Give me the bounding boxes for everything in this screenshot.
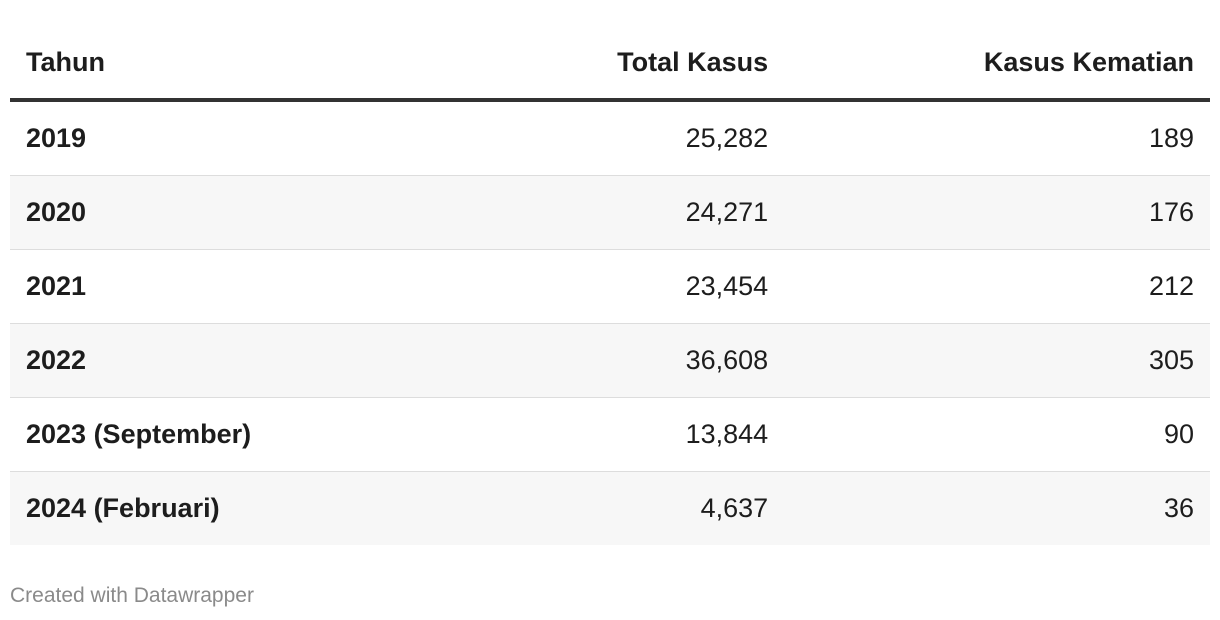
cell-kasus-kematian: 189 [784,100,1210,176]
cell-kasus-kematian: 36 [784,471,1210,545]
table-row: 2020 24,271 176 [10,175,1210,250]
cell-tahun: 2023 (September) [10,397,463,472]
cell-tahun: 2021 [10,249,463,324]
cell-tahun: 2019 [10,100,463,176]
column-header-kasus-kematian: Kasus Kematian [784,26,1210,102]
table-row: 2023 (September) 13,844 90 [10,397,1210,472]
cell-tahun: 2024 (Februari) [10,471,463,545]
cell-total-kasus: 24,271 [462,175,785,250]
column-header-tahun: Tahun [10,26,463,102]
cell-tahun: 2022 [10,323,463,398]
cell-total-kasus: 23,454 [462,249,785,324]
table-row: 2024 (Februari) 4,637 36 [10,471,1210,545]
cell-total-kasus: 36,608 [462,323,785,398]
table-header-row: Tahun Total Kasus Kasus Kematian [10,26,1210,102]
cell-kasus-kematian: 212 [784,249,1210,324]
table-row: 2021 23,454 212 [10,249,1210,324]
datawrapper-credit: Created with Datawrapper [10,584,254,607]
column-header-total-kasus: Total Kasus [462,26,785,102]
cell-tahun: 2020 [10,175,463,250]
table-row: 2022 36,608 305 [10,323,1210,398]
table-row: 2019 25,282 189 [10,100,1210,176]
cell-total-kasus: 4,637 [462,471,785,545]
data-table: Tahun Total Kasus Kasus Kematian 2019 25… [10,26,1210,545]
cell-total-kasus: 25,282 [462,100,785,176]
cell-total-kasus: 13,844 [462,397,785,472]
cell-kasus-kematian: 90 [784,397,1210,472]
cell-kasus-kematian: 305 [784,323,1210,398]
cell-kasus-kematian: 176 [784,175,1210,250]
